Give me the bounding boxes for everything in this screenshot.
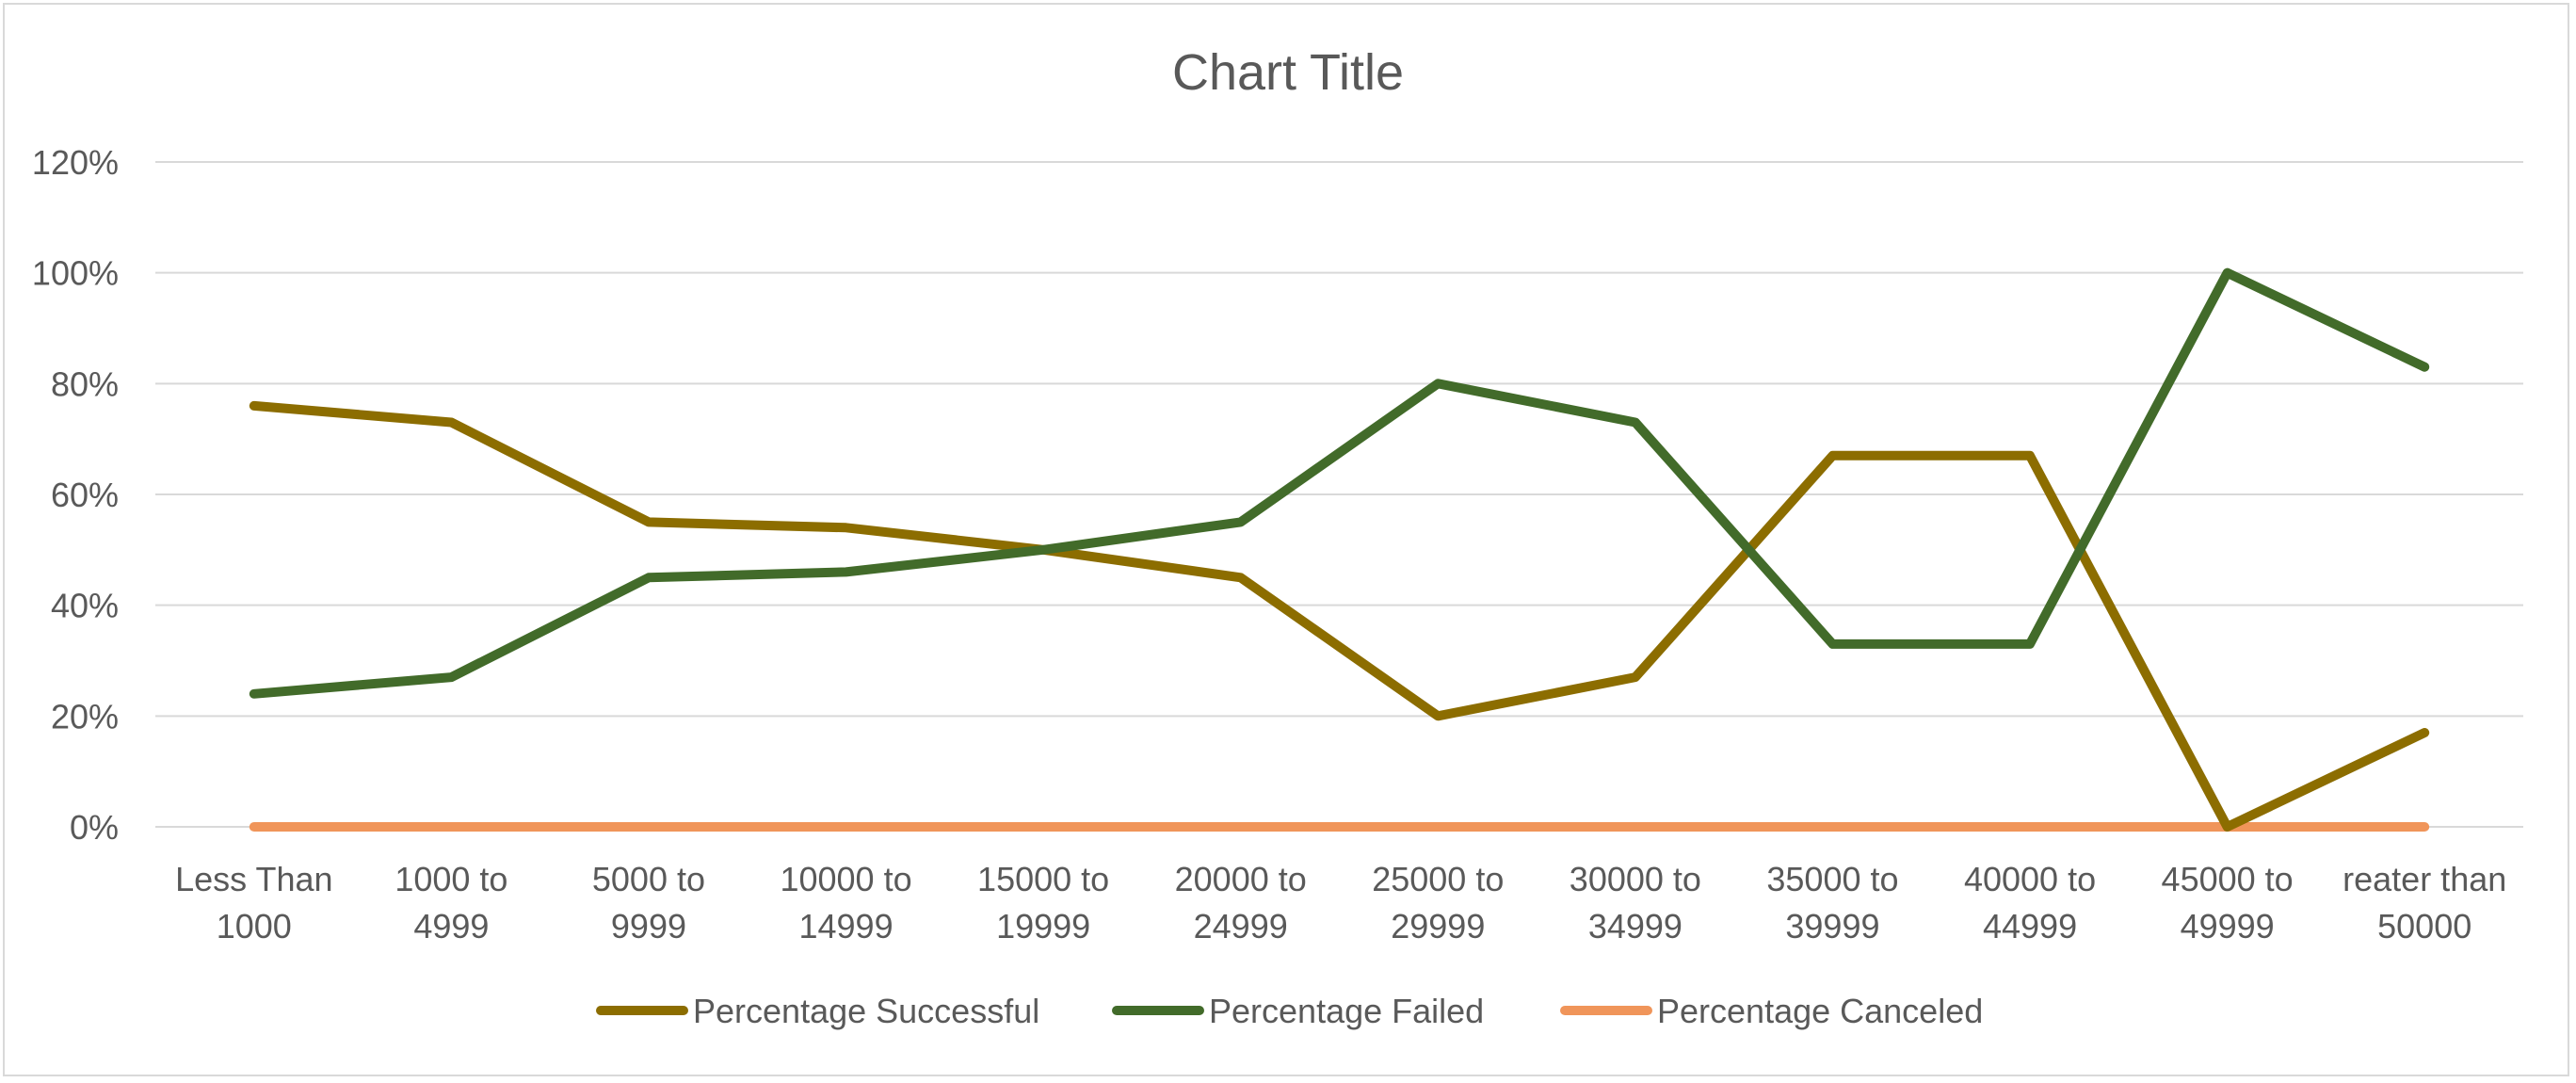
series-line-1	[249, 267, 2430, 699]
chart-title: Chart Title	[1172, 44, 1404, 101]
x-tick-label: 20000 to	[1175, 860, 1307, 898]
data-point	[1240, 521, 1242, 523]
data-point	[845, 526, 847, 528]
data-point	[648, 521, 650, 523]
data-point	[1634, 422, 1636, 424]
x-tick-label: 1000 to	[394, 860, 507, 898]
data-point	[450, 826, 452, 828]
data-point	[2423, 826, 2425, 828]
gridlines	[155, 161, 2523, 828]
data-point	[1042, 826, 1044, 828]
x-tick-label: 5000 to	[592, 860, 705, 898]
data-point	[2423, 366, 2425, 368]
data-point	[1831, 826, 1833, 828]
data-point	[648, 826, 650, 828]
x-tick-label: 45000 to	[2162, 860, 2294, 898]
legend: Percentage Successful Percentage Failed Pe…	[596, 992, 1983, 1030]
data-point	[2227, 272, 2229, 274]
legend-label: Percentage Canceled	[1657, 992, 1983, 1030]
data-point	[1831, 455, 1833, 457]
x-tick-label: 10000 to	[780, 860, 911, 898]
data-point	[450, 676, 452, 678]
data-point	[2423, 732, 2425, 734]
x-tick-label: 30000 to	[1570, 860, 1701, 898]
data-point	[450, 422, 452, 424]
data-point	[1634, 826, 1636, 828]
data-point	[253, 405, 255, 407]
data-point	[2227, 826, 2229, 828]
data-point	[1437, 715, 1439, 717]
data-point	[1437, 382, 1439, 384]
data-point	[2029, 643, 2031, 645]
x-tick-label: 34999	[1588, 907, 1682, 946]
legend-label: Percentage Successful	[693, 992, 1039, 1030]
data-point	[1042, 549, 1044, 551]
data-point	[2029, 455, 2031, 457]
x-tick-label: 40000 to	[1964, 860, 2096, 898]
legend-label: Percentage Failed	[1209, 992, 1484, 1030]
y-tick-label: 20%	[51, 697, 119, 735]
y-axis-labels: 0% 20% 40% 60% 80% 100% 120%	[32, 143, 119, 847]
data-point	[2029, 826, 2031, 828]
data-point	[1634, 676, 1636, 678]
x-axis-labels: Less Than 1000 1000 to 4999 5000 to 9999 10000…	[175, 860, 2506, 946]
x-tick-label: 39999	[1785, 907, 1879, 946]
y-tick-label: 60%	[51, 476, 119, 514]
series-lines	[249, 267, 2430, 832]
x-tick-label: Less Than	[175, 860, 332, 898]
x-tick-label: 44999	[1983, 907, 2077, 946]
x-tick-label: 15000 to	[977, 860, 1109, 898]
x-tick-label: 50000	[2377, 907, 2471, 946]
data-point	[1240, 826, 1242, 828]
y-tick-label: 120%	[32, 143, 119, 182]
data-point	[845, 571, 847, 573]
data-point	[1437, 826, 1439, 828]
data-point	[253, 693, 255, 695]
y-tick-label: 0%	[70, 808, 119, 847]
data-point	[1240, 576, 1242, 578]
x-tick-label: 9999	[611, 907, 686, 946]
x-tick-label: 25000 to	[1372, 860, 1504, 898]
x-tick-label: 19999	[996, 907, 1090, 946]
data-point	[648, 576, 650, 578]
y-tick-label: 80%	[51, 364, 119, 403]
x-tick-label: 49999	[2181, 907, 2275, 946]
data-point	[845, 826, 847, 828]
x-tick-label: 1000	[217, 907, 292, 946]
chart-area	[3, 3, 2569, 1076]
x-tick-label: 29999	[1391, 907, 1485, 946]
data-point	[1831, 643, 1833, 645]
x-tick-label: 4999	[413, 907, 489, 946]
x-tick-label: reater than	[2343, 860, 2506, 898]
x-tick-label: 14999	[798, 907, 893, 946]
y-tick-label: 100%	[32, 254, 119, 293]
x-tick-label: 35000 to	[1766, 860, 1898, 898]
series-line-0	[249, 400, 2430, 832]
y-tick-label: 40%	[51, 587, 119, 625]
x-tick-label: 24999	[1194, 907, 1288, 946]
data-point	[253, 826, 255, 828]
